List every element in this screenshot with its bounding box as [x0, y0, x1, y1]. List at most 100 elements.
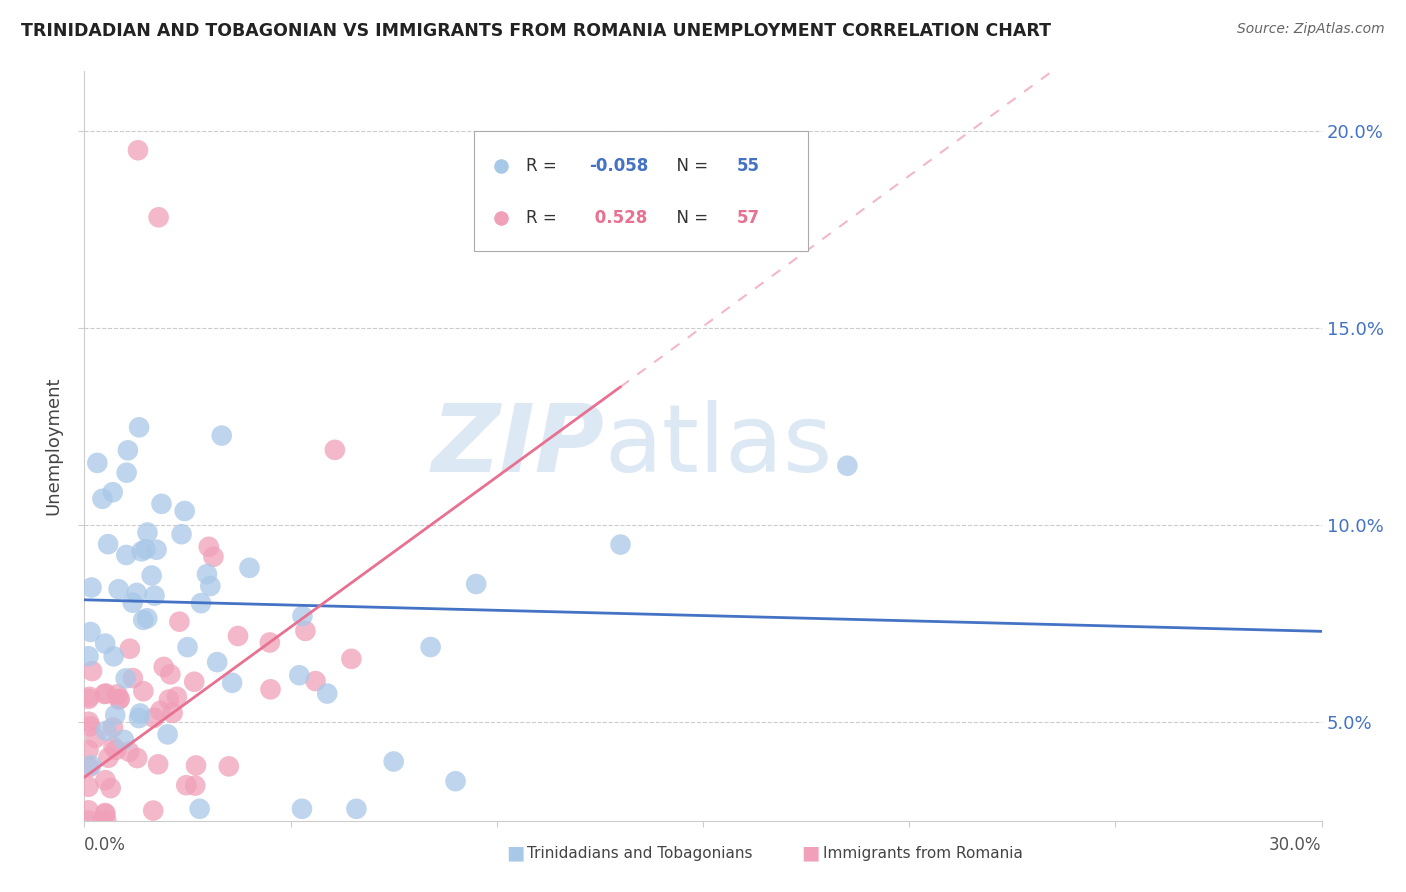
Point: [121, 596, 143, 610]
Point: [79, 719, 101, 733]
Point: [156, 727, 179, 741]
Point: [77, 780, 100, 794]
Point: [444, 774, 467, 789]
Point: [114, 671, 136, 685]
Point: [259, 635, 281, 649]
Point: [169, 615, 191, 629]
Point: [382, 755, 405, 769]
Point: [150, 497, 173, 511]
Point: [91, 491, 114, 506]
Point: [108, 692, 131, 706]
Point: [136, 525, 159, 540]
Point: [183, 674, 205, 689]
Point: [115, 548, 138, 562]
Point: [128, 711, 150, 725]
Point: [218, 759, 240, 773]
Point: [143, 589, 166, 603]
Point: [162, 706, 184, 720]
Point: [127, 143, 149, 157]
Point: [118, 745, 141, 759]
Point: [200, 579, 222, 593]
Point: [80, 758, 103, 772]
Point: [149, 704, 172, 718]
Point: [94, 723, 117, 738]
Point: [135, 542, 157, 557]
Point: [159, 667, 181, 681]
Point: [79, 760, 101, 774]
Point: [145, 542, 167, 557]
Point: [101, 485, 124, 500]
Point: [100, 781, 122, 796]
Point: [152, 660, 174, 674]
Text: N =: N =: [666, 157, 713, 175]
Text: R =: R =: [526, 157, 562, 175]
Point: [238, 561, 260, 575]
Text: 57: 57: [737, 210, 759, 227]
Text: ZIP: ZIP: [432, 400, 605, 492]
Point: [125, 586, 148, 600]
Point: [344, 802, 367, 816]
Text: R =: R =: [526, 210, 562, 227]
Point: [129, 706, 152, 721]
Point: [291, 609, 314, 624]
Point: [323, 442, 346, 457]
Point: [340, 652, 363, 666]
FancyBboxPatch shape: [474, 131, 808, 252]
Y-axis label: Unemployment: Unemployment: [45, 376, 63, 516]
Point: [188, 802, 211, 816]
Point: [94, 807, 117, 822]
Point: [79, 625, 101, 640]
Point: [105, 687, 128, 701]
Text: 0.528: 0.528: [589, 210, 647, 227]
Point: [176, 640, 198, 654]
Point: [128, 420, 150, 434]
Text: 0.0%: 0.0%: [84, 837, 127, 855]
Text: atlas: atlas: [605, 400, 832, 492]
Point: [117, 443, 139, 458]
Point: [77, 691, 100, 706]
Point: [148, 211, 170, 225]
Point: [143, 711, 166, 725]
Text: N =: N =: [666, 210, 713, 227]
Point: [96, 814, 118, 828]
Point: [419, 640, 441, 654]
Point: [146, 757, 169, 772]
Point: [132, 684, 155, 698]
Point: [94, 773, 117, 788]
Point: [97, 750, 120, 764]
Point: [77, 743, 100, 757]
Text: -0.058: -0.058: [589, 157, 648, 175]
Text: Immigrants from Romania: Immigrants from Romania: [823, 847, 1022, 861]
Point: [316, 687, 339, 701]
Point: [132, 613, 155, 627]
Point: [77, 814, 100, 828]
Point: [136, 611, 159, 625]
Point: [97, 537, 120, 551]
Point: [837, 458, 859, 473]
Point: [202, 549, 225, 564]
Point: [91, 814, 114, 828]
Point: [115, 466, 138, 480]
Point: [221, 675, 243, 690]
Text: ■: ■: [801, 843, 820, 862]
Point: [142, 804, 165, 818]
Point: [93, 687, 115, 701]
Point: [94, 636, 117, 650]
Text: Trinidadians and Tobagonians: Trinidadians and Tobagonians: [527, 847, 752, 861]
Point: [174, 778, 197, 792]
Point: [197, 540, 219, 554]
Point: [141, 568, 163, 582]
Point: [294, 624, 316, 638]
Point: [170, 527, 193, 541]
Point: [157, 692, 180, 706]
Point: [127, 751, 149, 765]
Point: [112, 732, 135, 747]
Point: [190, 596, 212, 610]
Point: [205, 655, 228, 669]
Point: [103, 739, 125, 754]
Text: 30.0%: 30.0%: [1270, 837, 1322, 855]
Point: [104, 708, 127, 723]
Point: [84, 731, 107, 745]
Point: [77, 649, 100, 664]
Text: Source: ZipAtlas.com: Source: ZipAtlas.com: [1237, 22, 1385, 37]
